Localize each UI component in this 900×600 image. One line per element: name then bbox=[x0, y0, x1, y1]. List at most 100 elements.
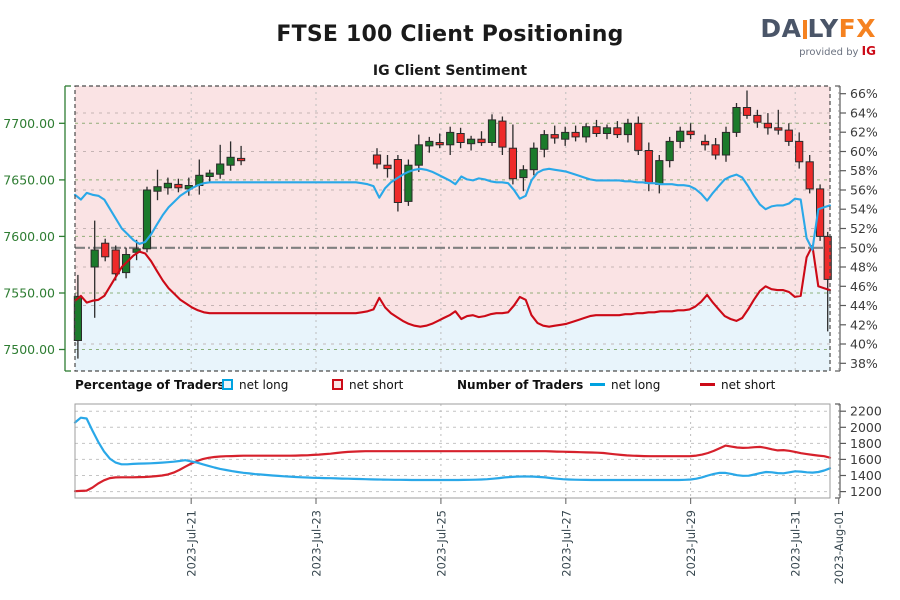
candle-body[interactable] bbox=[582, 126, 591, 138]
candle-body[interactable] bbox=[383, 164, 392, 170]
candle-body[interactable] bbox=[701, 140, 710, 146]
candle-body[interactable] bbox=[676, 130, 685, 142]
candle-body[interactable] bbox=[805, 161, 814, 190]
candle-body[interactable] bbox=[163, 182, 173, 189]
candle-body[interactable] bbox=[540, 134, 549, 150]
legend-item-num-net-short[interactable]: net short bbox=[700, 378, 775, 392]
legend-swatch-num-net-short-icon bbox=[700, 383, 715, 386]
tick-label-date: 2023-Jul-31 bbox=[789, 510, 803, 577]
candle-body[interactable] bbox=[753, 114, 762, 123]
candle-body[interactable] bbox=[205, 172, 214, 178]
candle-body[interactable] bbox=[550, 134, 559, 139]
tick-label-count: 1200 bbox=[850, 484, 882, 499]
tick-label-percent: 42% bbox=[850, 317, 878, 332]
candle-body[interactable] bbox=[774, 127, 783, 131]
candle-body[interactable] bbox=[742, 107, 752, 116]
candlestick-series bbox=[73, 90, 832, 359]
tick-label-percent: 56% bbox=[850, 183, 878, 198]
legend-item-num-net-long[interactable]: net long bbox=[590, 378, 660, 392]
candle-body[interactable] bbox=[763, 122, 772, 129]
candle-body[interactable] bbox=[404, 164, 413, 202]
legend-label-pct-net-long: net long bbox=[239, 378, 289, 392]
gridlines-right-axis bbox=[75, 112, 830, 345]
candle-body[interactable] bbox=[477, 138, 486, 144]
tick-label-count: 2000 bbox=[850, 420, 882, 435]
candle-body[interactable] bbox=[623, 122, 632, 136]
candle-body[interactable] bbox=[571, 131, 580, 138]
tick-label-percent: 58% bbox=[850, 163, 878, 178]
candle-body[interactable] bbox=[816, 188, 825, 237]
candle-body[interactable] bbox=[644, 150, 653, 184]
tick-label-percent: 54% bbox=[850, 202, 878, 217]
candle-body[interactable] bbox=[216, 163, 225, 175]
candle-body[interactable] bbox=[90, 249, 99, 268]
candle-body[interactable] bbox=[226, 156, 235, 166]
candle-body[interactable] bbox=[613, 127, 622, 136]
candle-body[interactable] bbox=[393, 159, 402, 203]
candle-body[interactable] bbox=[498, 120, 507, 148]
tick-label-price: 7500.00 bbox=[3, 342, 55, 357]
candle-body[interactable] bbox=[784, 129, 793, 142]
candle-body[interactable] bbox=[665, 140, 674, 162]
candle-body[interactable] bbox=[487, 119, 497, 144]
legend-group-title-number: Number of Traders bbox=[457, 378, 584, 392]
chart-subtitle: IG Client Sentiment bbox=[372, 63, 528, 79]
candle-body[interactable] bbox=[425, 140, 434, 147]
candle-body[interactable] bbox=[456, 133, 465, 143]
tick-label-price: 7650.00 bbox=[3, 172, 55, 187]
dailyfx-wordmark: DA LYFX bbox=[760, 16, 876, 41]
candle-body[interactable] bbox=[529, 147, 538, 171]
panel-percentage-of-traders bbox=[73, 85, 840, 498]
net-short-count-line bbox=[73, 444, 832, 493]
candle-body[interactable] bbox=[435, 142, 444, 146]
candle-body[interactable] bbox=[467, 138, 476, 145]
candle-body[interactable] bbox=[372, 154, 382, 165]
candle-body[interactable] bbox=[732, 107, 741, 133]
legend-item-pct-net-long[interactable]: net long bbox=[222, 378, 288, 392]
tick-label-percent: 66% bbox=[850, 86, 878, 101]
candle-body[interactable] bbox=[73, 295, 83, 341]
candle-body[interactable] bbox=[795, 140, 804, 163]
candle-body[interactable] bbox=[237, 157, 246, 162]
tick-label-percent: 40% bbox=[850, 337, 878, 352]
candle-body[interactable] bbox=[592, 126, 601, 134]
tick-label-percent: 38% bbox=[850, 356, 878, 371]
tick-label-percent: 64% bbox=[850, 106, 878, 121]
tick-label-date: 2023-Jul-29 bbox=[684, 510, 698, 577]
axis-x-dates: 2023-Jul-21 2023-Jul-23 2023-Jul-25 2023-Ju… bbox=[185, 498, 846, 584]
candle-body[interactable] bbox=[174, 183, 183, 189]
candle-body[interactable] bbox=[602, 127, 612, 135]
dailyfx-logo[interactable]: DA LYFX provided by IG bbox=[760, 16, 876, 58]
legend-swatch-pct-net-short-icon bbox=[332, 379, 343, 390]
candle-body[interactable] bbox=[101, 242, 110, 258]
candle-body[interactable] bbox=[634, 122, 643, 151]
legend-item-pct-net-short[interactable]: net short bbox=[332, 378, 403, 392]
candle-body[interactable] bbox=[711, 144, 720, 156]
tick-label-date: 2023-Aug-01 bbox=[832, 510, 846, 584]
candle-body[interactable] bbox=[414, 144, 423, 166]
candle-body[interactable] bbox=[721, 131, 731, 156]
net-long-shaded-area bbox=[75, 245, 830, 371]
candle-body[interactable] bbox=[686, 130, 695, 136]
candle-body[interactable] bbox=[508, 147, 517, 180]
candle-body[interactable] bbox=[446, 131, 455, 146]
candle-body[interactable] bbox=[111, 249, 120, 275]
tick-label-percent: 50% bbox=[850, 240, 878, 255]
candle-body[interactable] bbox=[153, 186, 162, 192]
logo-text-ly: LY bbox=[807, 14, 839, 43]
tick-label-percent: 44% bbox=[850, 298, 878, 313]
candle-body[interactable] bbox=[519, 169, 528, 179]
candle-body[interactable] bbox=[655, 160, 664, 185]
candle-body[interactable] bbox=[561, 131, 570, 140]
legend-swatch-pct-net-long-icon bbox=[222, 379, 233, 390]
candle-body[interactable] bbox=[823, 235, 832, 280]
tick-label-date: 2023-Jul-23 bbox=[310, 510, 324, 577]
tick-label-count: 1800 bbox=[850, 436, 882, 451]
legend-group-title-percentage: Percentage of Traders bbox=[75, 378, 225, 392]
net-long-percent-line bbox=[73, 167, 832, 251]
candle-body[interactable] bbox=[142, 189, 152, 250]
tick-label-count: 1400 bbox=[850, 468, 882, 483]
legend-label-num-net-short: net short bbox=[721, 378, 776, 392]
